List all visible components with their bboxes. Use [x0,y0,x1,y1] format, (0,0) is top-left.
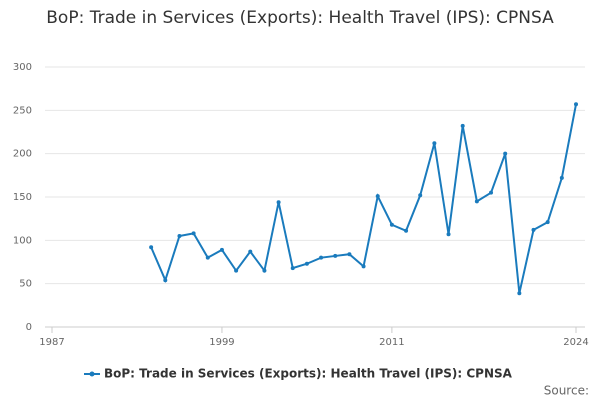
point [276,200,281,205]
legend-label: BoP: Trade in Services (Exports): Health… [104,367,513,381]
y-tick-label: 50 [19,279,32,290]
point [191,231,196,236]
point [304,261,309,266]
x-tick-label: 1999 [209,337,234,348]
point [503,151,508,156]
point [262,268,267,273]
point [347,252,352,257]
y-tick-label: 100 [13,235,32,246]
point [559,175,564,180]
point [361,264,366,269]
point [474,199,479,204]
point [177,234,182,238]
point [389,222,394,227]
point [205,255,210,260]
x-tick-label: 2011 [379,337,404,348]
point [319,255,324,260]
chart-title: BoP: Trade in Services (Exports): Health… [46,8,554,28]
point [531,227,536,232]
point [248,249,253,254]
x-tick-label: 2024 [563,337,588,348]
legend-symbol [89,371,95,377]
y-tick-label: 200 [13,149,32,160]
point [149,245,154,250]
point [290,266,295,271]
x-tick-label: 1987 [39,337,64,348]
point [418,193,423,198]
point [460,123,465,128]
point [333,253,338,258]
point [545,220,550,225]
y-tick-label: 250 [13,105,32,116]
point [574,102,578,107]
y-tick-label: 300 [13,62,32,73]
point [432,141,437,146]
source: Source: [544,384,589,398]
point [446,232,451,237]
point [517,291,522,296]
point [234,268,239,273]
point [489,190,494,195]
point [219,247,224,252]
y-tick-label: 0 [26,322,32,333]
point [404,228,409,233]
point [163,278,168,283]
y-tick-label: 150 [13,192,32,203]
point [375,194,380,199]
